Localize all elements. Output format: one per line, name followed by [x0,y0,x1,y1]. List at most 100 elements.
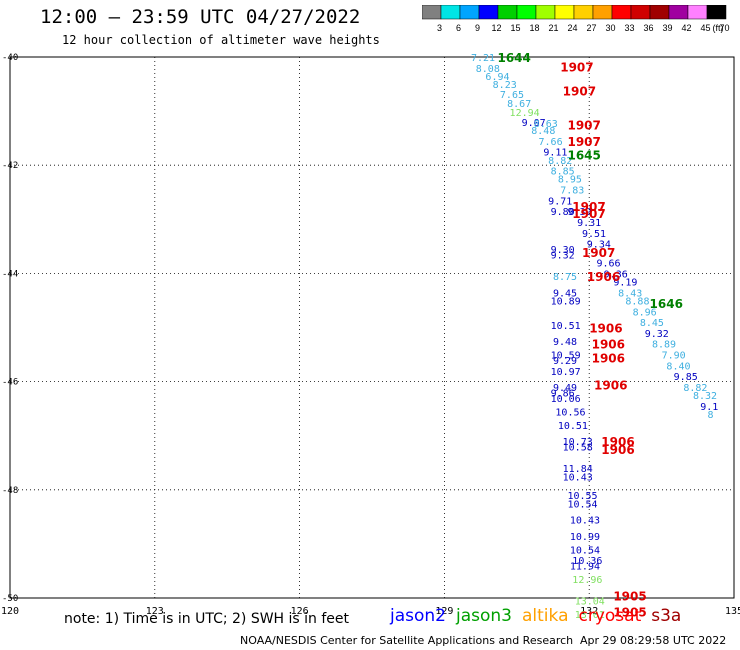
colorbar-tick-label: 18 [529,23,539,33]
swh-value-label: 8.08 [476,64,500,75]
swh-value-label: 10.06 [551,394,581,405]
swh-value-label: 8.75 [553,272,577,283]
colorbar-tick-label: 3 [437,23,442,33]
colorbar-tick-label: 42 [681,23,691,33]
swh-value-label: 10.56 [555,407,585,418]
swh-value-label: 9.39 [567,207,591,218]
satellite-legend-cryosat: cryosat [578,606,642,626]
swh-value-label: 10.43 [570,516,600,527]
swh-value-label: 8.67 [507,99,531,110]
pass-time-label: 1906 [592,351,625,365]
swh-value-label: 11.94 [570,562,600,573]
colorbar-tick-label: 70 [719,23,729,33]
pass-time-label: 1906 [587,270,620,284]
chart-note: note: 1) Time is in UTC; 2) SWH is in fe… [64,611,350,627]
colorbar-tick-label: 33 [624,23,634,33]
swh-value-label: 10.89 [551,296,581,307]
swh-value-label: 6.94 [485,72,509,83]
satellite-legend-s3a: s3a [651,606,682,626]
pass-time-label: 1905 [613,589,646,603]
swh-value-label: 12.94 [510,108,540,119]
swh-value-label: 8.85 [551,167,575,178]
x-tick-label: 129 [435,606,453,617]
colorbar-tick-label: 36 [643,23,653,33]
swh-value-label: 10.99 [570,532,600,543]
pass-time-label: 1907 [582,246,615,260]
pass-time-label: 1907 [567,135,600,149]
swh-value-label: 9.19 [613,278,637,289]
x-tick-label: 123 [146,606,164,617]
pass-time-label: 1645 [567,148,600,162]
pass-time-label: 1907 [563,85,596,99]
swh-value-label: 8.88 [625,296,649,307]
swh-value-label: 8.32 [693,391,717,402]
swh-value-label: 10.54 [567,499,597,510]
pass-time-label: 1907 [572,200,605,214]
swh-value-label: 7.66 [539,137,563,148]
pass-time-label: 1907 [560,61,593,75]
swh-value-label: 9.45 [553,288,577,299]
swh-value-label: 7.90 [662,351,686,362]
page-subtitle: 12 hour collection of altimeter wave hei… [62,33,380,47]
pass-time-label: 1906 [601,443,634,457]
colorbar-tick-label: 27 [586,23,596,33]
y-tick-label: -50 [2,594,18,604]
page-title: 12:00 – 23:59 UTC 04/27/2022 [40,6,361,28]
swh-value-label: 9.29 [553,356,577,367]
swh-value-label: 11.84 [563,464,593,475]
y-tick-label: -48 [2,486,18,496]
swh-value-label: 8.45 [640,318,664,329]
swh-value-label: 9.51 [582,229,606,240]
swh-value-label: 8.40 [666,361,690,372]
pass-time-label: 1906 [592,338,625,352]
colorbar-tick-label: 9 [475,23,480,33]
y-tick-label: -40 [2,53,18,63]
swh-value-label: 8 [707,410,713,421]
colorbar-tick-label: 15 [510,23,520,33]
swh-value-label: 9.07 [522,118,546,129]
y-tick-label: -42 [2,161,18,171]
swh-value-label: 10.55 [567,491,597,502]
swh-value-label: 8.48 [531,126,555,137]
swh-value-label: 9.80 [551,207,575,218]
swh-value-label: 10.36 [572,556,602,567]
colorbar-tick-label: 30 [605,23,615,33]
pass-time-label: 1907 [567,119,600,133]
y-tick-label: -46 [2,378,18,388]
satellite-legend: jason2 jason3 altika cryosat s3a [390,606,691,626]
swh-value-label: 9.34 [587,240,611,251]
satellite-legend-altika: altika [522,606,569,626]
pass-time-label: 1644 [497,51,530,65]
pass-time-label: 1906 [601,435,634,449]
pass-time-label: 1906 [589,322,622,336]
swh-value-label: 7.21 [471,53,495,64]
swh-value-label: 8.82 [548,156,572,167]
swh-value-label: 8.63 [534,119,558,130]
swh-value-label: 9.36 [604,269,628,280]
x-tick-label: 126 [291,606,309,617]
satellite-legend-jason2: jason2 [390,606,446,626]
x-tick-label: 120 [1,606,19,617]
swh-value-label: 9.1 [700,402,718,413]
swh-value-label: 9.30 [551,245,575,256]
colorbar-tick-label: 39 [662,23,672,33]
swh-value-label: 8.23 [493,80,517,91]
swh-value-label: 10.97 [551,367,581,378]
swh-value-label: 8.96 [633,307,657,318]
x-tick-label: 135 [725,606,740,617]
swh-value-label: 10.54 [570,545,600,556]
swh-value-label: 7.83 [560,186,584,197]
pass-time-label: 1906 [594,378,627,392]
swh-value-label: 9.49 [553,383,577,394]
swh-value-label: 10.51 [551,321,581,332]
swh-value-label: 8.95 [558,175,582,186]
colorbar-tick-label: 6 [456,23,461,33]
footer-credit: NOAA/NESDIS Center for Satellite Applica… [240,634,574,647]
y-tick-label: -44 [2,269,18,279]
swh-value-label: 13.04 [575,597,605,608]
swh-value-label: 13.01 [575,610,605,621]
swh-value-label: 10.58 [563,443,593,454]
swh-value-label: 8.43 [618,288,642,299]
swh-value-label: 9.11 [543,148,567,159]
